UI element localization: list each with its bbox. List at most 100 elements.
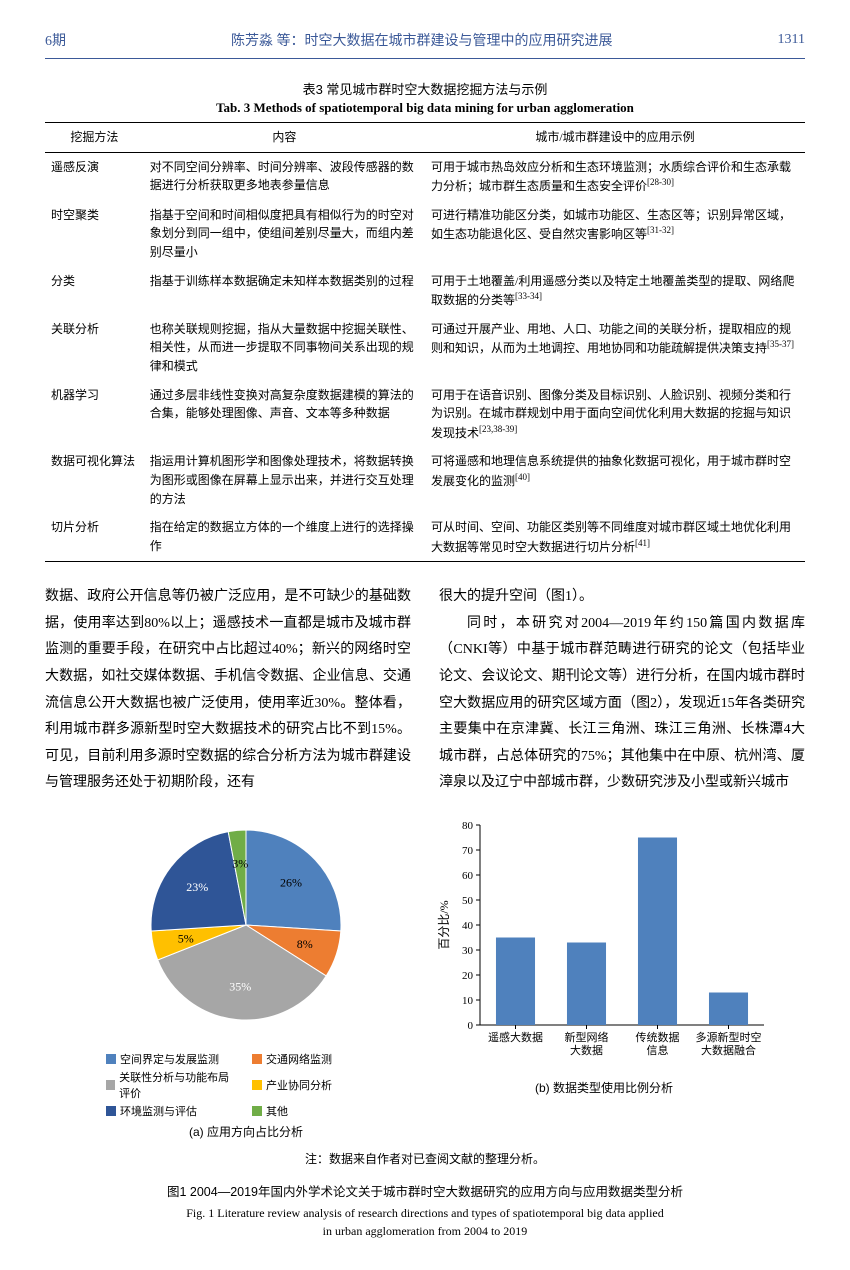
bar — [496, 938, 535, 1026]
x-tick-label: 传统数据 — [636, 1030, 680, 1044]
legend-label: 交通网络监测 — [266, 1051, 332, 1067]
table3-caption-en: Tab. 3 Methods of spatiotemporal big dat… — [45, 100, 805, 116]
table-cell: 分类 — [45, 267, 144, 315]
header-rule — [45, 58, 805, 59]
y-tick-label: 80 — [462, 820, 474, 832]
table-cell: 可进行精准功能区分类，如城市功能区、生态区等；识别异常区域，如生态功能退化区、受… — [425, 201, 805, 267]
table-cell: 遥感反演 — [45, 152, 144, 201]
running-title: 陈芳淼 等：时空大数据在城市群建设与管理中的应用研究进展 — [231, 30, 613, 50]
legend-swatch — [252, 1080, 262, 1090]
table-row: 数据可视化算法指运用计算机图形学和图像处理技术，将数据转换为图形或图像在屏幕上显… — [45, 447, 805, 513]
issue-number: 6期 — [45, 30, 66, 50]
legend-item: 关联性分析与功能布局评价 — [106, 1069, 240, 1101]
table-row: 机器学习通过多层非线性变换对高复杂度数据建模的算法的合集，能够处理图像、声音、文… — [45, 381, 805, 448]
table-cell: 可从时间、空间、功能区类别等不同维度对城市群区域土地优化利用大数据等常见时空大数… — [425, 513, 805, 562]
y-tick-label: 30 — [462, 945, 474, 957]
table-cell: 指在给定的数据立方体的一个维度上进行的选择操作 — [144, 513, 425, 562]
legend-item: 空间界定与发展监测 — [106, 1051, 240, 1067]
table3-caption-cn: 表3 常见城市群时空大数据挖掘方法与示例 — [45, 79, 805, 98]
x-tick-label: 大数据融合 — [701, 1043, 756, 1057]
legend-item: 交通网络监测 — [252, 1051, 386, 1067]
table-row: 分类指基于训练样本数据确定未知样本数据类别的过程可用于土地覆盖/利用遥感分类以及… — [45, 267, 805, 315]
table3: 挖掘方法 内容 城市/城市群建设中的应用示例 遥感反演对不同空间分辨率、时间分辨… — [45, 122, 805, 562]
x-tick-label: 新型网络 — [565, 1030, 609, 1044]
x-tick-label: 信息 — [647, 1043, 669, 1057]
table-cell: 可将遥感和地理信息系统提供的抽象化数据可视化，用于城市群时空发展变化的监测[40… — [425, 447, 805, 513]
pie-slice-label: 23% — [186, 880, 208, 894]
table-cell: 指基于训练样本数据确定未知样本数据类别的过程 — [144, 267, 425, 315]
figure1-bar-chart: 01020304050607080百分比/%遥感大数据新型网络大数据传统数据信息… — [434, 815, 774, 1075]
legend-label: 关联性分析与功能布局评价 — [119, 1069, 240, 1101]
pie-slice-label: 8% — [297, 937, 313, 951]
y-tick-label: 70 — [462, 845, 474, 857]
table3-h1: 挖掘方法 — [45, 123, 144, 153]
table-row: 切片分析指在给定的数据立方体的一个维度上进行的选择操作可从时间、空间、功能区类别… — [45, 513, 805, 562]
y-tick-label: 20 — [462, 970, 474, 982]
bar — [567, 943, 606, 1026]
table3-header-row: 挖掘方法 内容 城市/城市群建设中的应用示例 — [45, 123, 805, 153]
body-col-right: 很大的提升空间（图1）。 同时，本研究对2004—2019年约150篇国内数据库… — [439, 584, 805, 797]
legend-label: 空间界定与发展监测 — [120, 1051, 219, 1067]
legend-label: 环境监测与评估 — [120, 1103, 197, 1119]
table-cell: 关联分析 — [45, 315, 144, 381]
table-row: 时空聚类指基于空间和时间相似度把具有相似行为的时空对象划分到同一组中，使组间差别… — [45, 201, 805, 267]
table-cell: 可通过开展产业、用地、人口、功能之间的关联分析，提取相应的规则和知识，从而为土地… — [425, 315, 805, 381]
legend-label: 产业协同分析 — [266, 1077, 332, 1093]
body-right-p1: 很大的提升空间（图1）。 — [439, 584, 805, 611]
table-cell: 对不同空间分辨率、时间分辨率、波段传感器的数据进行分析获取更多地表参量信息 — [144, 152, 425, 201]
legend-swatch — [252, 1106, 262, 1116]
page-number: 1311 — [778, 32, 805, 48]
table-cell: 可用于城市热岛效应分析和生态环境监测；水质综合评价和生态承载力分析；城市群生态质… — [425, 152, 805, 201]
legend-swatch — [106, 1106, 116, 1116]
page-header: 6期 陈芳淼 等：时空大数据在城市群建设与管理中的应用研究进展 1311 — [45, 30, 805, 50]
legend-item: 其他 — [252, 1103, 386, 1119]
pie-slice-label: 3% — [232, 857, 248, 871]
table-cell: 数据可视化算法 — [45, 447, 144, 513]
table-cell: 指基于空间和时间相似度把具有相似行为的时空对象划分到同一组中，使组间差别尽量大，… — [144, 201, 425, 267]
table-cell: 机器学习 — [45, 381, 144, 448]
table3-h3: 城市/城市群建设中的应用示例 — [425, 123, 805, 153]
figure1-caption-cn: 图1 2004—2019年国内外学术论文关于城市群时空大数据研究的应用方向与应用… — [45, 1181, 805, 1200]
table-cell: 也称关联规则挖掘，指从大量数据中挖掘关联性、相关性，从而进一步提取不同事物间关系… — [144, 315, 425, 381]
table-cell: 可用于在语音识别、图像分类及目标识别、人脸识别、视频分类和行为识别。在城市群规划… — [425, 381, 805, 448]
legend-item: 环境监测与评估 — [106, 1103, 240, 1119]
figure1-pie-subcaption: (a) 应用方向占比分析 — [76, 1123, 416, 1140]
bar — [638, 838, 677, 1026]
table3-h2: 内容 — [144, 123, 425, 153]
legend-swatch — [106, 1054, 116, 1064]
legend-swatch — [106, 1080, 115, 1090]
y-tick-label: 40 — [462, 920, 474, 932]
bar — [709, 993, 748, 1026]
figure1-caption-en: Fig. 1 Literature review analysis of res… — [45, 1204, 805, 1240]
body-left-p1: 数据、政府公开信息等仍被广泛应用，是不可缺少的基础数据，使用率达到80%以上；遥… — [45, 584, 411, 797]
table-row: 关联分析也称关联规则挖掘，指从大量数据中挖掘关联性、相关性，从而进一步提取不同事… — [45, 315, 805, 381]
legend-item: 产业协同分析 — [252, 1069, 386, 1101]
y-tick-label: 0 — [468, 1020, 474, 1032]
table-cell: 可用于土地覆盖/利用遥感分类以及特定土地覆盖类型的提取、网络爬取数据的分类等[3… — [425, 267, 805, 315]
pie-slice-label: 35% — [229, 980, 251, 994]
figure1-pie-legend: 空间界定与发展监测 交通网络监测关联性分析与功能布局评价 产业协同分析环境监测与评估… — [106, 1051, 386, 1119]
table-cell: 指运用计算机图形学和图像处理技术，将数据转换为图形或图像在屏幕上显示出来，并进行… — [144, 447, 425, 513]
figure1-row: 26% 8% 35% 5% 23% 3% 空间界定与发展监测 交通网络监测关联性分析与功能布… — [45, 815, 805, 1140]
figure1-pie-chart: 26% 8% 35% 5% 23% 3% — [116, 815, 376, 1045]
figure1-bar-subcaption: (b) 数据类型使用比例分析 — [434, 1079, 774, 1096]
body-columns: 数据、政府公开信息等仍被广泛应用，是不可缺少的基础数据，使用率达到80%以上；遥… — [45, 584, 805, 797]
y-tick-label: 10 — [462, 995, 474, 1007]
table-cell: 切片分析 — [45, 513, 144, 562]
figure1-note: 注：数据来自作者对已查阅文献的整理分析。 — [45, 1150, 805, 1167]
figure1-bar-wrap: 01020304050607080百分比/%遥感大数据新型网络大数据传统数据信息… — [434, 815, 774, 1096]
table-row: 遥感反演对不同空间分辨率、时间分辨率、波段传感器的数据进行分析获取更多地表参量信… — [45, 152, 805, 201]
x-tick-label: 大数据 — [570, 1043, 603, 1057]
x-tick-label: 遥感大数据 — [488, 1030, 543, 1044]
figure1-pie-wrap: 26% 8% 35% 5% 23% 3% 空间界定与发展监测 交通网络监测关联性分析与功能布… — [76, 815, 416, 1140]
body-col-left: 数据、政府公开信息等仍被广泛应用，是不可缺少的基础数据，使用率达到80%以上；遥… — [45, 584, 411, 797]
legend-swatch — [252, 1054, 262, 1064]
body-right-p2: 同时，本研究对2004—2019年约150篇国内数据库（CNKI等）中基于城市群… — [439, 611, 805, 797]
pie-slice-label: 26% — [280, 876, 302, 890]
pie-slice-label: 5% — [178, 932, 194, 946]
legend-label: 其他 — [266, 1103, 288, 1119]
table-cell: 通过多层非线性变换对高复杂度数据建模的算法的合集，能够处理图像、声音、文本等多种… — [144, 381, 425, 448]
y-axis-label: 百分比/% — [437, 900, 451, 949]
x-tick-label: 多源新型时空 — [696, 1030, 762, 1044]
table-cell: 时空聚类 — [45, 201, 144, 267]
